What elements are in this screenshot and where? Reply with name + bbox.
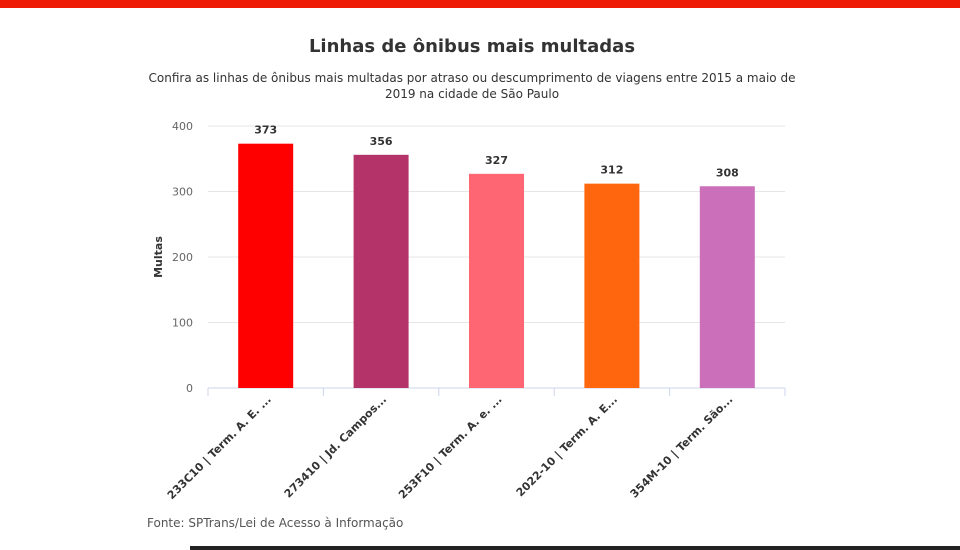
bar bbox=[699, 186, 755, 388]
x-tick-label: 354M-10 | Term. São... bbox=[628, 393, 736, 501]
bar bbox=[353, 154, 409, 388]
chart-title: Linhas de ônibus mais multadas bbox=[308, 36, 636, 57]
data-label: 308 bbox=[716, 166, 739, 179]
y-tick-label: 300 bbox=[172, 186, 193, 199]
data-label: 373 bbox=[254, 124, 277, 137]
data-label: 312 bbox=[600, 164, 623, 177]
y-tick-label: 100 bbox=[172, 317, 193, 330]
bar bbox=[238, 143, 294, 388]
x-tick-label: 253F10 | Term. A. e. ... bbox=[396, 393, 505, 502]
data-label: 356 bbox=[370, 135, 393, 148]
y-tick-label: 0 bbox=[186, 382, 193, 395]
y-tick-label: 400 bbox=[172, 120, 193, 133]
y-tick-label: 200 bbox=[172, 251, 193, 264]
data-label: 327 bbox=[485, 154, 508, 167]
bottom-strip bbox=[190, 546, 960, 550]
top-accent-bar bbox=[0, 0, 960, 8]
y-axis-title: Multas bbox=[152, 236, 165, 278]
chart-subtitle: Confira as linhas de ônibus mais multada… bbox=[148, 71, 796, 101]
bar bbox=[469, 173, 524, 388]
source-note: Fonte: SPTrans/Lei de Acesso à Informaçã… bbox=[147, 516, 404, 530]
x-tick-label: 233C10 | Term. A. E. ... bbox=[165, 393, 274, 502]
x-tick-label: 2022-10 | Term. A. E... bbox=[514, 393, 620, 499]
bar bbox=[584, 183, 640, 388]
x-tick-label: 273410 | Jd. Campos... bbox=[282, 393, 390, 501]
